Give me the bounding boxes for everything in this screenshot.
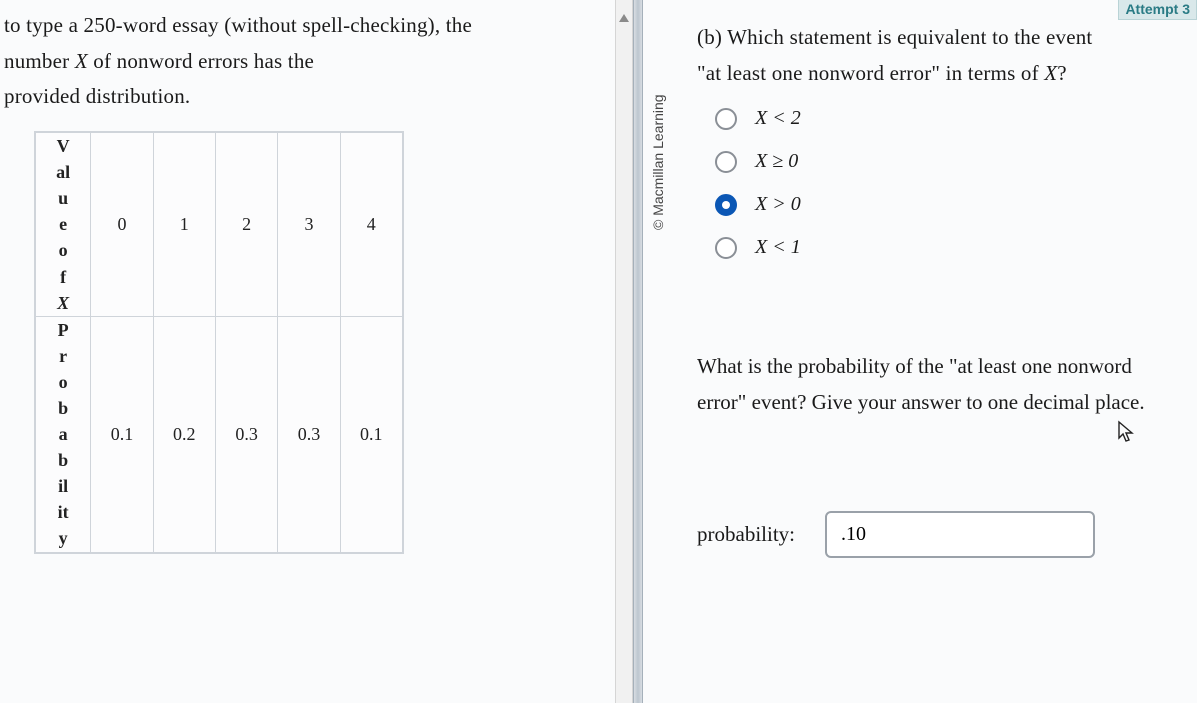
radio-icon[interactable] — [715, 151, 737, 173]
option-x-lt-1[interactable]: X < 1 — [715, 236, 1183, 259]
prob-cell: 0.3 — [215, 316, 277, 552]
distribution-table: V al u e o f X 0 1 2 3 4 P — [34, 131, 404, 554]
copyright-label: © Macmillan Learning — [650, 94, 666, 230]
scroll-up-icon[interactable] — [619, 14, 629, 22]
probability-question: What is the probability of the "at least… — [697, 349, 1183, 420]
prob-cell: 0.3 — [278, 316, 340, 552]
option-label: X < 2 — [755, 107, 801, 130]
prose-line-1: to type a 250-word essay (without spell-… — [4, 8, 615, 44]
variable-x: X — [75, 49, 88, 73]
table-row: V al u e o f X 0 1 2 3 4 — [36, 133, 403, 317]
option-x-ge-0[interactable]: X ≥ 0 — [715, 150, 1183, 173]
left-scrollbar[interactable] — [615, 0, 633, 703]
right-pane: Attempt 3 © Macmillan Learning (b) Which… — [643, 0, 1197, 703]
main-container: to type a 250-word essay (without spell-… — [0, 0, 1197, 703]
prose-line-2: number X of nonword errors has the — [4, 44, 615, 80]
radio-icon[interactable] — [715, 108, 737, 130]
option-label: X > 0 — [755, 193, 801, 216]
radio-icon[interactable] — [715, 194, 737, 216]
value-cell: 0 — [91, 133, 153, 317]
option-label: X ≥ 0 — [755, 150, 798, 173]
answer-label: probability: — [697, 522, 795, 547]
row-header-probability: P r o b a b il it y — [36, 316, 91, 552]
prob-cell: 0.1 — [340, 316, 402, 552]
prob-cell: 0.2 — [153, 316, 215, 552]
option-x-lt-2[interactable]: X < 2 — [715, 107, 1183, 130]
radio-icon[interactable] — [715, 237, 737, 259]
pane-divider[interactable] — [633, 0, 643, 703]
table-row: P r o b a b il it y 0.1 0.2 0.3 0.3 0.1 — [36, 316, 403, 552]
option-label: X < 1 — [755, 236, 801, 259]
value-cell: 2 — [215, 133, 277, 317]
attempt-badge: Attempt 3 — [1118, 0, 1197, 20]
left-pane: to type a 250-word essay (without spell-… — [0, 0, 615, 703]
answer-row: probability: — [697, 511, 1183, 558]
value-cell: 4 — [340, 133, 402, 317]
prose-line-3: provided distribution. — [4, 79, 615, 115]
question-b: (b) Which statement is equivalent to the… — [697, 20, 1183, 558]
value-cell: 1 — [153, 133, 215, 317]
prob-cell: 0.1 — [91, 316, 153, 552]
cursor-icon — [1117, 420, 1137, 450]
problem-prose: to type a 250-word essay (without spell-… — [4, 8, 615, 115]
probability-input[interactable] — [825, 511, 1095, 558]
row-header-value-of-x: V al u e o f X — [36, 133, 91, 317]
radio-options: X < 2 X ≥ 0 X > 0 X < 1 — [715, 107, 1183, 259]
option-x-gt-0[interactable]: X > 0 — [715, 193, 1183, 216]
value-cell: 3 — [278, 133, 340, 317]
question-b-text: (b) Which statement is equivalent to the… — [697, 20, 1183, 91]
